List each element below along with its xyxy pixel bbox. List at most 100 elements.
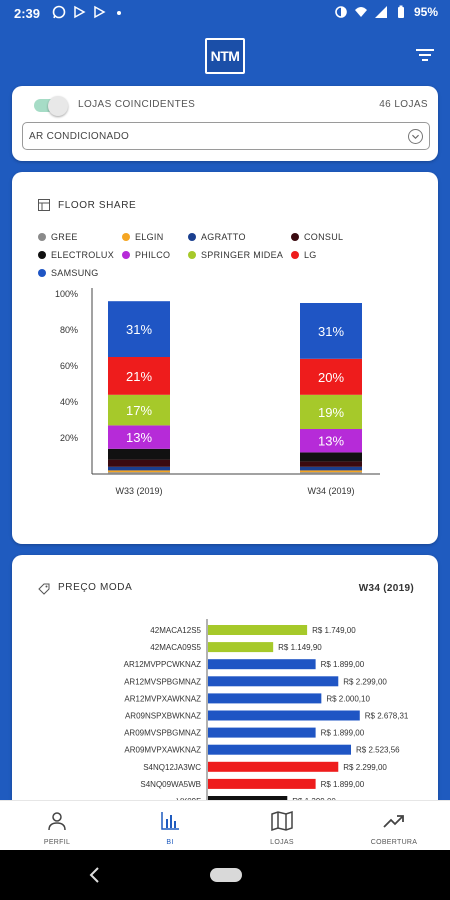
legend-label: GREE [51,232,78,242]
play-store-icon [74,5,86,19]
bar-segment [108,425,170,449]
legend-item: PHILCO [122,250,170,260]
bar-data-label: 20% [318,370,344,385]
legend-swatch [38,251,46,259]
ntm-logo: NTM [205,38,245,74]
lojas-count: 46 LOJAS [379,99,428,110]
bar-segment [300,461,362,467]
toggle-label: LOJAS COINCIDENTES [78,99,196,110]
bar-segment [108,466,170,471]
y-tick-label: 60% [60,361,78,371]
notification-icons [52,5,126,19]
person-icon [48,812,66,831]
bar-data-label: 31% [126,322,152,337]
filter-icon[interactable] [416,48,434,62]
category-label: AR09MVPXAWKNAZ [124,746,201,755]
nav-lojas[interactable]: LOJAS [242,805,322,849]
legend-swatch [188,233,196,241]
bar-segment [300,452,362,462]
bar-segment [108,301,170,357]
preco-moda-title: PREÇO MODA [58,582,133,593]
price-value-label: R$ 2.000,10 [326,694,370,703]
signal-icon [374,6,387,18]
nav-cobertura[interactable]: COBERTURA [354,805,434,849]
legend-item: ELGIN [122,232,164,242]
price-value-label: R$ 1.749,00 [312,626,356,635]
price-bar [208,710,360,721]
filter-card: LOJAS COINCIDENTES 46 LOJAS AR CONDICION… [12,86,438,161]
bar-segment [108,394,170,426]
y-tick-label: 20% [60,433,78,443]
system-status-icons: 95% [334,5,438,19]
y-tick-label: 80% [60,325,78,335]
tag-icon [38,583,50,595]
legend-label: CONSUL [304,232,344,242]
battery-level: 95% [413,5,438,19]
price-bar [208,744,352,755]
category-label: AR09NSPXBWKNAZ [125,712,201,721]
category-label: AR09MVSPBGMNAZ [124,729,201,738]
bar-segment [108,459,170,467]
price-bar [208,642,274,653]
bar-segment [300,394,362,429]
table-icon [38,199,50,211]
bar-data-label: 17% [126,403,152,418]
price-value-label: R$ 1.899,00 [321,780,365,789]
legend-item: ELECTROLUX [38,250,114,260]
legend-label: SPRINGER MIDEA [201,250,284,260]
bar-segment [300,470,362,473]
category-label: AR12MVSPBGMNAZ [124,677,201,686]
bar-segment [300,358,362,395]
category-select[interactable]: AR CONDICIONADO [22,122,430,150]
legend-swatch [38,233,46,241]
price-bar [208,659,316,670]
nav-perfil[interactable]: PERFIL [17,805,97,849]
data-saver-icon [335,6,347,18]
back-icon[interactable] [88,866,102,884]
price-bar [208,625,308,635]
nav-cobertura-label: COBERTURA [370,839,418,846]
bar-segment [300,429,362,453]
whatsapp-icon [52,5,66,19]
home-button[interactable] [210,868,242,882]
legend-swatch [291,233,299,241]
preco-moda-week: W34 (2019) [358,583,414,594]
legend-item: GREE [38,232,78,242]
price-value-label: R$ 2.678,31 [365,712,409,721]
price-bar [208,727,316,738]
price-bar [208,676,339,687]
bar-data-label: 21% [126,369,152,384]
legend-item: LG [291,250,317,260]
app-header: NTM [0,28,450,82]
y-tick-label: 40% [60,397,78,407]
nav-perfil-label: PERFIL [43,839,71,846]
legend-swatch [188,251,196,259]
price-value-label: R$ 1.899,00 [321,660,365,669]
wifi-icon [354,7,367,17]
trending-up-icon [383,815,404,828]
bar-segment [108,357,170,395]
chevron-down-icon [408,129,423,144]
lojas-coincidentes-toggle[interactable] [34,96,70,116]
legend-label: LG [304,250,317,260]
legend-label: SAMSUNG [51,268,99,278]
price-bar [208,778,316,789]
price-value-label: R$ 2.299,00 [343,677,387,686]
category-label: S4NQ12JA3WC [143,763,201,772]
legend-item: CONSUL [291,232,343,242]
bar-data-label: 19% [318,405,344,420]
preco-moda-chart: 42MACA12S5 R$ 1.749,00 42MACA09S5 R$ 1.149,… [124,619,409,814]
price-value-label: R$ 2.523,56 [356,746,400,755]
bar-data-label: 13% [318,434,344,449]
bar-chart-icon [161,812,179,830]
nav-bi[interactable]: BI [130,805,210,849]
legend-label: ELECTROLUX [51,250,115,260]
legend-swatch [122,251,130,259]
bar-segment [108,448,170,460]
system-navigation-bar [0,850,450,900]
floor-share-card: FLOOR SHARE GREE ELGIN AGRATTO CONSUL ELECTR… [12,172,438,544]
status-bar: 2:39 95% [0,0,450,28]
category-label: AR12MVPXAWKNAZ [124,694,201,703]
x-tick-label: W34 (2019) [307,486,354,496]
battery-icon [397,5,404,18]
